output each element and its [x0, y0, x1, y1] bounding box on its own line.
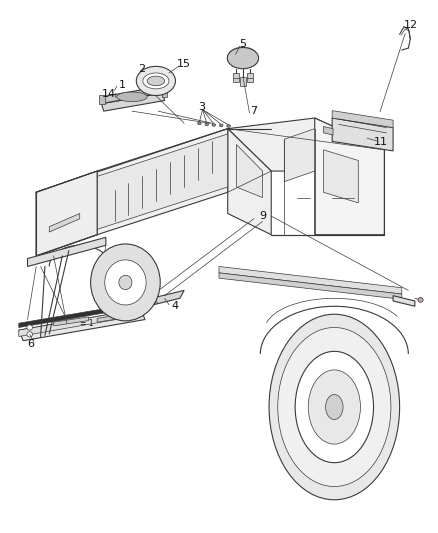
Ellipse shape — [212, 124, 215, 126]
Polygon shape — [284, 128, 315, 182]
Bar — [240, 77, 246, 86]
Ellipse shape — [143, 73, 169, 89]
Text: 5: 5 — [240, 39, 247, 49]
Ellipse shape — [418, 297, 423, 302]
Polygon shape — [36, 171, 97, 256]
Bar — [247, 74, 253, 82]
Polygon shape — [237, 144, 262, 198]
Text: 1: 1 — [119, 80, 126, 90]
Polygon shape — [97, 128, 228, 235]
Text: 14: 14 — [102, 88, 117, 99]
Text: 2: 2 — [138, 64, 145, 74]
Polygon shape — [36, 171, 97, 256]
Ellipse shape — [227, 47, 258, 69]
Text: 11: 11 — [374, 137, 388, 147]
Ellipse shape — [27, 332, 32, 337]
Ellipse shape — [308, 370, 360, 444]
Polygon shape — [19, 303, 141, 327]
Polygon shape — [323, 126, 333, 135]
Ellipse shape — [278, 327, 391, 487]
Bar — [162, 87, 167, 97]
Polygon shape — [49, 214, 80, 232]
Polygon shape — [228, 118, 385, 171]
Polygon shape — [136, 290, 184, 309]
Polygon shape — [97, 314, 123, 322]
Ellipse shape — [91, 244, 160, 321]
Ellipse shape — [147, 76, 165, 86]
Bar — [233, 74, 239, 82]
Ellipse shape — [325, 394, 343, 419]
Polygon shape — [102, 93, 165, 111]
Text: 12: 12 — [404, 20, 418, 30]
Text: 3: 3 — [198, 102, 205, 112]
Polygon shape — [102, 86, 165, 103]
Ellipse shape — [295, 351, 374, 463]
Polygon shape — [332, 118, 393, 151]
Ellipse shape — [198, 122, 201, 125]
Polygon shape — [219, 273, 402, 300]
Polygon shape — [28, 237, 106, 266]
Polygon shape — [53, 317, 88, 326]
Polygon shape — [19, 309, 141, 336]
Polygon shape — [228, 128, 271, 235]
Polygon shape — [97, 134, 228, 229]
Ellipse shape — [119, 275, 132, 289]
Polygon shape — [19, 309, 145, 341]
Ellipse shape — [27, 325, 32, 330]
Text: = 1: = 1 — [80, 319, 93, 328]
Ellipse shape — [136, 66, 176, 95]
Ellipse shape — [125, 316, 131, 320]
Text: 15: 15 — [177, 59, 191, 69]
Text: 7: 7 — [250, 106, 258, 116]
Ellipse shape — [269, 314, 399, 500]
Text: 4: 4 — [172, 301, 179, 311]
Ellipse shape — [148, 300, 155, 306]
Text: 6: 6 — [28, 340, 35, 350]
Ellipse shape — [227, 125, 230, 127]
Ellipse shape — [219, 124, 223, 127]
Bar — [99, 95, 105, 104]
Polygon shape — [393, 296, 415, 306]
Ellipse shape — [125, 309, 131, 314]
Text: 9: 9 — [259, 211, 266, 221]
Ellipse shape — [117, 92, 147, 102]
Polygon shape — [219, 266, 402, 294]
Ellipse shape — [105, 260, 146, 305]
Polygon shape — [315, 118, 385, 235]
Polygon shape — [332, 111, 393, 127]
Ellipse shape — [205, 123, 208, 126]
Polygon shape — [323, 150, 358, 203]
